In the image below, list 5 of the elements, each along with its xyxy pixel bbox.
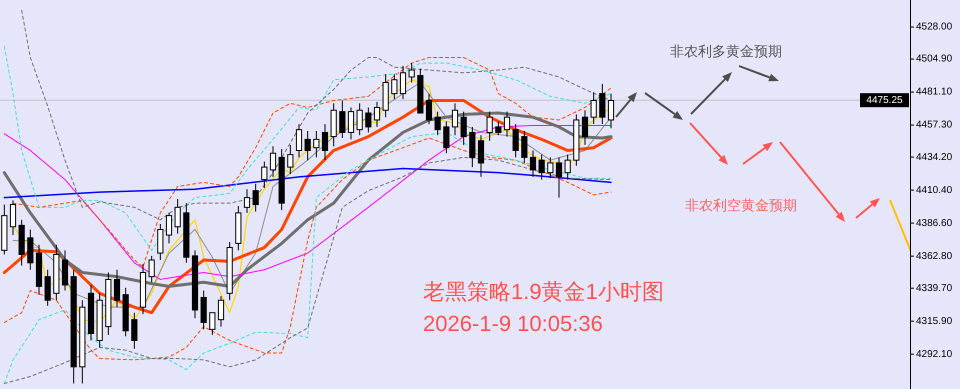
annotation: 非农利多黄金预期 bbox=[670, 43, 782, 59]
annotation: 老黑策略1.9黄金1小时图 bbox=[423, 279, 664, 304]
annotation: 非农利空黄金预期 bbox=[685, 197, 797, 213]
annotation: 2026-1-9 10:05:36 bbox=[423, 311, 603, 336]
ref-line-label: 4475.25 bbox=[866, 94, 904, 106]
